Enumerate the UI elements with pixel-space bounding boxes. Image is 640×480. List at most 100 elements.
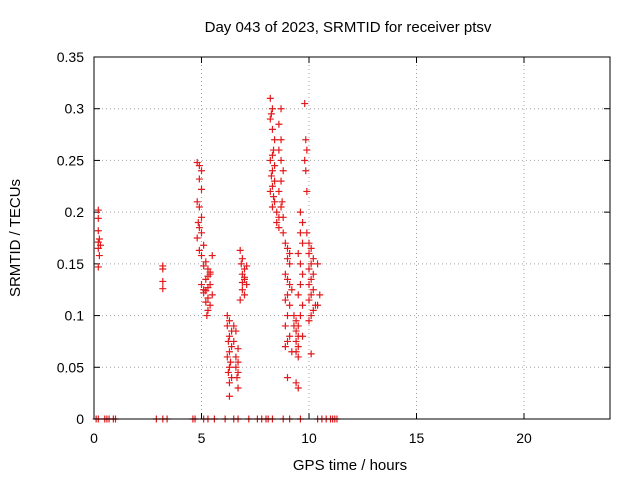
data-point [241, 273, 248, 281]
data-point [305, 281, 313, 289]
data-point [238, 278, 246, 286]
data-points [92, 94, 341, 423]
x-tick-label: 15 [409, 430, 425, 446]
data-point [223, 353, 231, 361]
data-point [316, 291, 324, 299]
data-point [273, 218, 281, 226]
data-point [307, 291, 315, 299]
plot-frame [93, 56, 611, 420]
data-point [294, 291, 302, 299]
data-point [195, 246, 203, 254]
data-point [95, 252, 103, 260]
data-point [294, 353, 302, 361]
y-tick-label: 0.35 [57, 49, 84, 65]
data-point [198, 281, 205, 289]
data-point [268, 151, 276, 159]
data-point [236, 296, 244, 304]
data-point [307, 244, 315, 252]
data-point [206, 301, 214, 309]
data-point [271, 198, 279, 206]
data-point [284, 275, 291, 283]
data-point [208, 291, 216, 299]
data-point [296, 208, 304, 216]
data-point [94, 263, 102, 271]
data-point [241, 291, 248, 299]
data-point [279, 213, 287, 221]
data-point [307, 312, 315, 320]
data-point [94, 206, 102, 214]
data-point [271, 162, 279, 170]
data-point [266, 94, 274, 102]
data-point [95, 235, 103, 243]
data-point [200, 262, 208, 270]
data-point [307, 350, 315, 358]
data-point [292, 379, 300, 387]
data-point [193, 234, 201, 242]
data-point [198, 252, 205, 260]
data-point [268, 167, 276, 175]
data-point [271, 177, 279, 185]
data-point [277, 136, 285, 144]
data-point [225, 348, 233, 356]
data-point [271, 136, 279, 144]
y-tick-label: 0 [76, 411, 84, 427]
y-tick-label: 0.05 [57, 359, 84, 375]
data-point [294, 250, 302, 258]
data-point [296, 229, 304, 237]
data-point [200, 286, 208, 294]
data-point [203, 312, 211, 320]
data-point [267, 172, 275, 180]
data-point [281, 296, 289, 304]
data-point [225, 363, 233, 371]
data-point [224, 368, 232, 376]
data-point [268, 105, 276, 113]
data-point [281, 343, 289, 351]
data-point [232, 353, 240, 361]
data-point [275, 120, 283, 128]
data-point [288, 286, 296, 294]
data-point [309, 255, 317, 263]
data-point [234, 345, 242, 353]
data-point [305, 239, 313, 247]
data-point [309, 306, 317, 314]
data-point [309, 270, 317, 278]
data-point [202, 298, 210, 306]
data-point [279, 229, 287, 237]
data-point [284, 244, 291, 252]
data-point [268, 125, 276, 133]
y-tick-label: 0.3 [65, 101, 85, 117]
data-point [94, 244, 102, 252]
data-point [275, 187, 283, 195]
data-point [200, 241, 208, 249]
data-point [301, 156, 309, 164]
data-point [286, 301, 294, 309]
data-point [208, 252, 216, 260]
x-tick-label: 20 [516, 430, 532, 446]
data-point [292, 327, 300, 335]
data-point [159, 277, 167, 285]
data-point [314, 301, 322, 309]
y-tick-label: 0.1 [65, 308, 85, 324]
data-point [233, 374, 241, 382]
data-point [228, 343, 236, 351]
data-point [198, 229, 205, 237]
data-point [195, 224, 203, 232]
data-point [301, 100, 309, 108]
data-point [234, 358, 242, 366]
data-point [307, 275, 315, 283]
tick-layer: 0 0.05 0.1 0.15 0.2 0.25 0.3 0.35 0 5 10 15 20 [57, 49, 610, 446]
x-axis-title: GPS time / hours [293, 457, 407, 474]
data-point [198, 167, 205, 175]
data-point [243, 262, 251, 270]
data-point [234, 368, 242, 376]
y-axis-title: SRMTID / TECUs [7, 179, 24, 297]
data-point [284, 255, 291, 263]
data-point [194, 218, 202, 226]
data-point [232, 327, 240, 335]
data-point [230, 337, 238, 345]
data-point [284, 291, 291, 299]
data-point [294, 384, 302, 392]
data-point [275, 146, 283, 154]
data-point [236, 246, 244, 254]
data-point [198, 213, 205, 221]
